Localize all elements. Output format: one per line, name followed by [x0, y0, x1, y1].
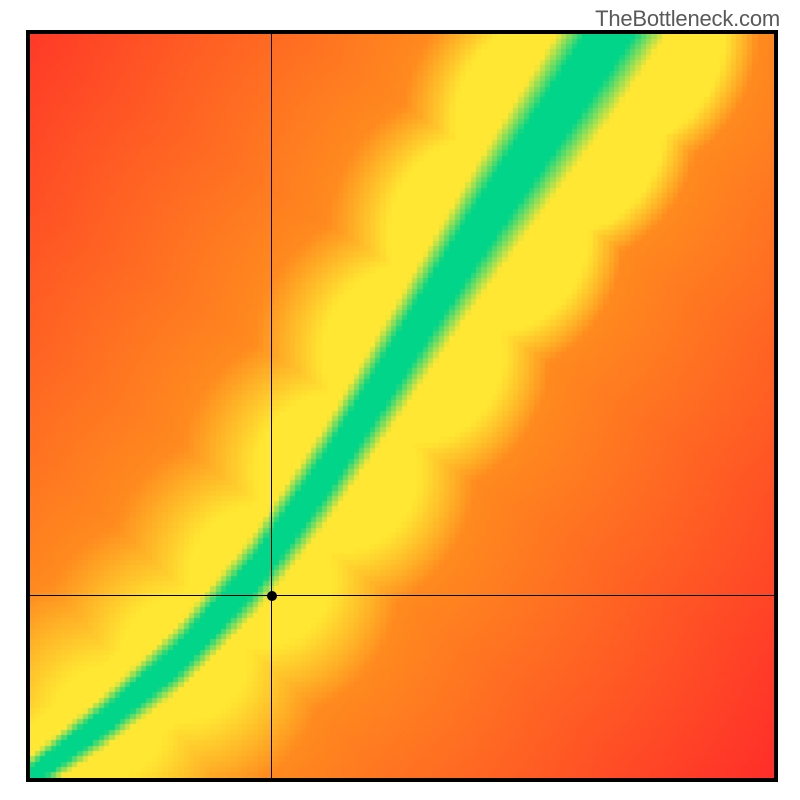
watermark-text: TheBottleneck.com [595, 6, 780, 32]
chart-container: TheBottleneck.com [0, 0, 800, 800]
crosshair-vertical [271, 34, 272, 778]
crosshair-marker [267, 591, 277, 601]
crosshair-horizontal [30, 595, 774, 596]
heatmap-canvas [30, 34, 774, 778]
